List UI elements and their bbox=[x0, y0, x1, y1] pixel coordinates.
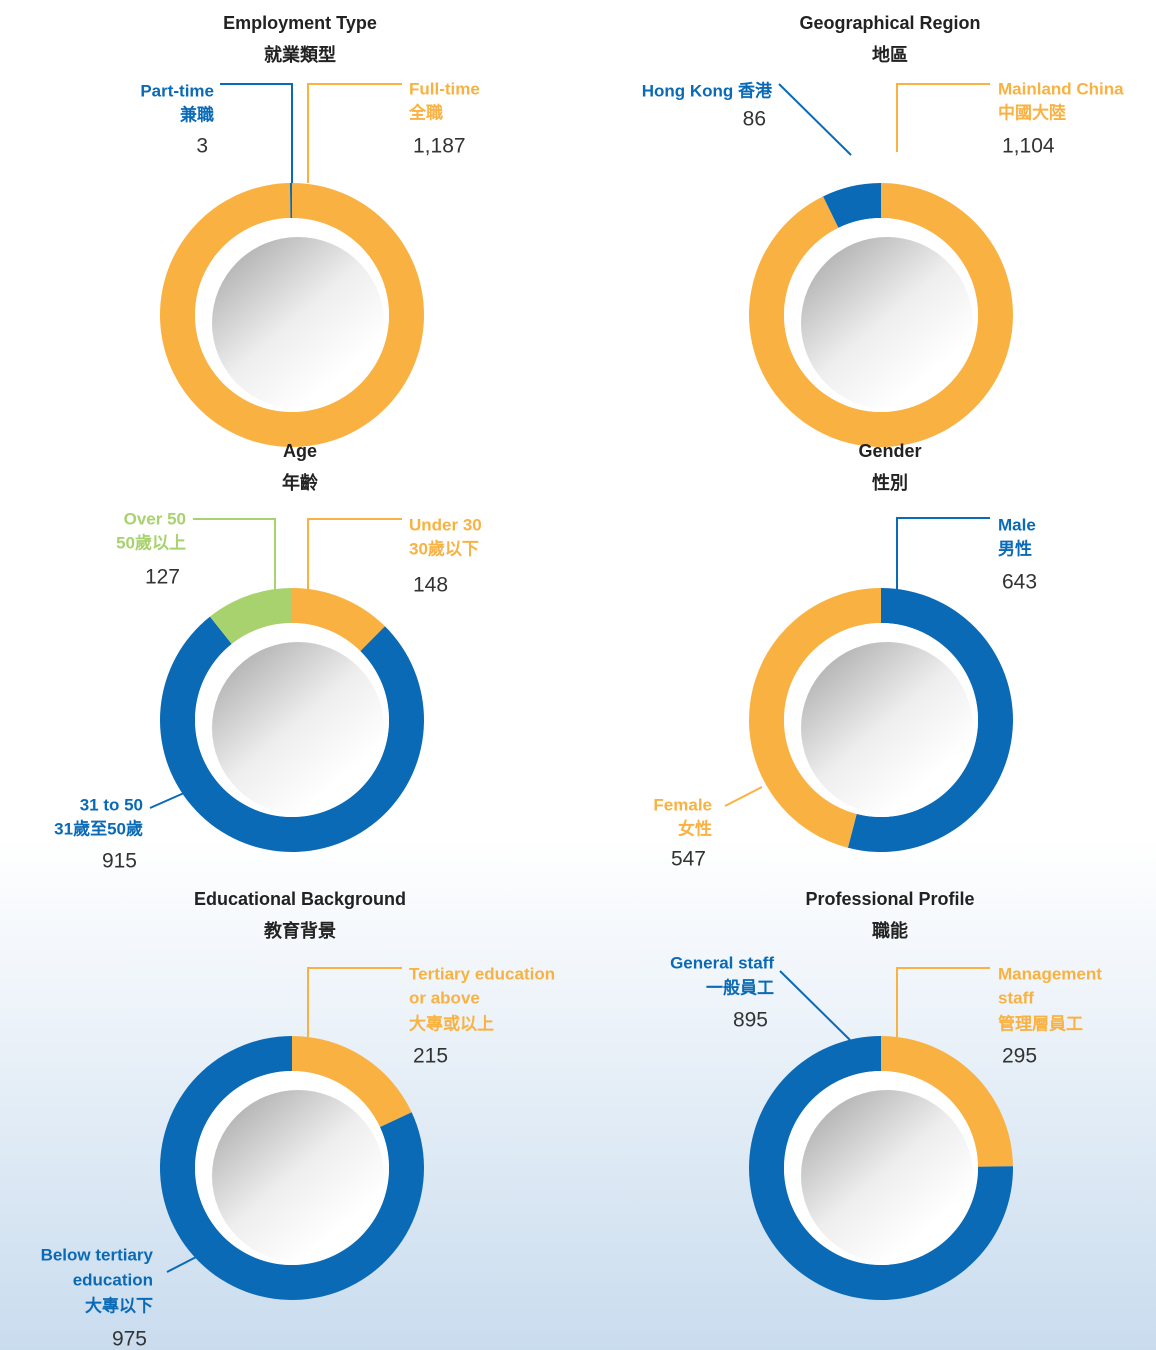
slice-value: 215 bbox=[413, 1045, 448, 1068]
chart-subtitle: 年齡 bbox=[282, 472, 318, 493]
chart-title: Professional Profile bbox=[805, 889, 974, 909]
slice-value: 915 bbox=[102, 850, 137, 873]
slice-label: Over 50 bbox=[124, 509, 186, 528]
leader-line bbox=[307, 967, 402, 1037]
slice-label: Under 30 bbox=[409, 515, 482, 534]
leader-line bbox=[193, 518, 276, 592]
slice-label: Hong Kong 香港 bbox=[642, 80, 773, 100]
slice-label: 大專或以上 bbox=[409, 1013, 494, 1033]
leader-line bbox=[307, 83, 402, 183]
slice-label: Part-time bbox=[140, 81, 214, 100]
leader-line bbox=[724, 786, 763, 807]
slice-value: 975 bbox=[112, 1328, 147, 1350]
leader-line bbox=[896, 517, 990, 590]
donut-slice bbox=[209, 588, 292, 645]
slice-value: 295 bbox=[1002, 1045, 1037, 1068]
chart-subtitle: 職能 bbox=[872, 920, 908, 941]
leader-line bbox=[149, 792, 185, 809]
donut-slice bbox=[847, 588, 1013, 853]
donut-slice bbox=[292, 588, 385, 652]
slice-label: 31 to 50 bbox=[80, 795, 143, 814]
donut-slice bbox=[292, 1036, 412, 1128]
slice-label: 一般員工 bbox=[706, 977, 774, 997]
slice-label: 大專以下 bbox=[85, 1295, 153, 1315]
donut-shadow bbox=[801, 237, 973, 409]
slice-label: 男性 bbox=[998, 538, 1032, 558]
slice-value: 3 bbox=[196, 135, 208, 158]
slice-label: 女性 bbox=[678, 818, 712, 838]
leader-line bbox=[896, 967, 990, 1037]
slice-value: 643 bbox=[1002, 571, 1037, 594]
slice-label: Male bbox=[998, 515, 1036, 534]
donut-slice bbox=[289, 183, 292, 219]
donut-shadow bbox=[212, 1090, 384, 1262]
donut-shadow bbox=[212, 237, 384, 409]
slice-value: 86 bbox=[743, 108, 766, 131]
slice-value: 127 bbox=[145, 566, 180, 589]
slice-label: education bbox=[73, 1270, 153, 1289]
leader-line bbox=[307, 518, 402, 590]
donut-slice bbox=[748, 588, 881, 848]
leader-line bbox=[166, 1254, 201, 1273]
slice-label: 兼職 bbox=[180, 104, 214, 124]
chart-subtitle: 教育背景 bbox=[264, 920, 336, 941]
leader-line bbox=[896, 83, 990, 152]
slice-label: Female bbox=[653, 795, 712, 814]
slice-label: Full-time bbox=[409, 79, 480, 98]
donut-shadow bbox=[801, 1090, 973, 1262]
slice-label: Mainland China bbox=[998, 79, 1124, 98]
chart-title: Employment Type bbox=[223, 13, 377, 33]
chart-title: Educational Background bbox=[194, 889, 406, 909]
chart-title: Age bbox=[283, 441, 317, 461]
slice-label: Management bbox=[998, 964, 1102, 983]
slice-label: 全職 bbox=[408, 102, 443, 122]
leader-line bbox=[779, 970, 851, 1041]
leader-line bbox=[220, 83, 293, 183]
donut-slice bbox=[881, 1036, 1013, 1167]
chart-subtitle: 地區 bbox=[872, 44, 908, 65]
donut-slice bbox=[160, 616, 424, 853]
donut-shadow bbox=[212, 642, 384, 814]
chart-title: Gender bbox=[858, 441, 921, 461]
chart-subtitle: 就業類型 bbox=[264, 44, 336, 65]
slice-value: 1,104 bbox=[1002, 135, 1055, 158]
slice-value: 895 bbox=[733, 1009, 768, 1032]
chart-subtitle: 性別 bbox=[872, 472, 908, 493]
slice-label: 30歲以下 bbox=[409, 538, 479, 558]
slice-label: 中國大陸 bbox=[998, 102, 1066, 122]
slice-label: Tertiary education bbox=[409, 964, 555, 983]
slice-value: 148 bbox=[413, 574, 448, 597]
slice-label: Below tertiary bbox=[41, 1245, 154, 1264]
leader-line bbox=[778, 83, 852, 156]
donut-shadow bbox=[801, 642, 973, 814]
slice-label: 31歲至50歲 bbox=[54, 818, 143, 838]
slice-label: or above bbox=[409, 988, 480, 1007]
donut-slice bbox=[823, 183, 881, 228]
slice-label: 管理層員工 bbox=[998, 1013, 1083, 1033]
slice-label: General staff bbox=[670, 953, 774, 972]
slice-label: 50歲以上 bbox=[116, 532, 186, 552]
slice-value: 547 bbox=[671, 848, 706, 871]
chart-title: Geographical Region bbox=[799, 13, 980, 33]
slice-label: staff bbox=[998, 988, 1034, 1007]
slice-value: 1,187 bbox=[413, 135, 466, 158]
